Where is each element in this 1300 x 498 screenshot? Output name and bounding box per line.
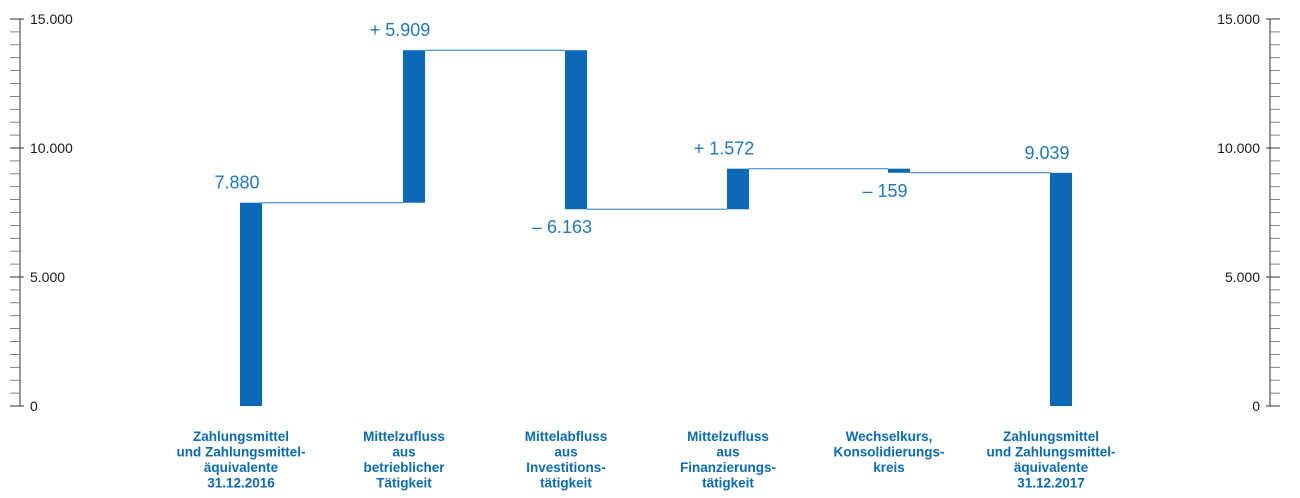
category-label-line: tätigkeit — [702, 476, 754, 491]
bars — [240, 50, 1072, 406]
bar — [403, 50, 425, 203]
left-y-axis: 0 5.000 10.000 15.000 — [10, 11, 73, 414]
category-label-line: Tätigkeit — [376, 476, 432, 491]
category-labels: Zahlungsmittel und Zahlungsmittel-äquival… — [177, 429, 1116, 491]
connector-lines — [262, 49, 1050, 210]
left-tick-label: 15.000 — [30, 11, 73, 27]
left-tick-label: 0 — [30, 398, 38, 414]
category-label: Wechselkurs, Konsolidierungs-kreis — [834, 429, 945, 475]
category-label-line: Konsolidierungs- — [834, 445, 945, 460]
right-y-axis: 0 5.000 10.000 15.000 — [1217, 11, 1280, 414]
category-label: Mittelabfluss aus Investitions-tätigkeit — [525, 429, 608, 491]
bar — [888, 168, 910, 173]
category-label-line: Investitions- — [526, 460, 606, 475]
category-label-line: 31.12.2017 — [1017, 476, 1085, 491]
category-label-line: Finanzierungs- — [680, 460, 776, 475]
value-label: 9.039 — [1024, 143, 1069, 163]
category-label-line: äquivalente — [204, 460, 279, 475]
category-label: Zahlungsmittel und Zahlungsmittel-äquival… — [987, 429, 1116, 491]
category-label-line: Zahlungsmittel — [193, 429, 289, 444]
category-label-line: Mittelabfluss — [525, 429, 608, 444]
category-label-line: und Zahlungsmittel- — [177, 445, 306, 460]
category-label-line: tätigkeit — [540, 476, 592, 491]
category-label-line: betrieblicher — [363, 460, 445, 475]
category-label-line: Mittelzufluss — [687, 429, 769, 444]
category-label-line: kreis — [873, 460, 905, 475]
category-label-line: aus — [392, 445, 415, 460]
category-label-line: Mittelzufluss — [363, 429, 445, 444]
category-label: Mittelzufluss aus Finanzierungs-tätigkeit — [680, 429, 776, 491]
value-label: + 5.909 — [370, 20, 431, 40]
left-tick-label: 5.000 — [30, 269, 65, 285]
category-label: Mittelzufluss aus betrieblicher Tätigkeit — [363, 429, 445, 491]
category-label-line: Wechselkurs, — [846, 429, 933, 444]
category-label: Zahlungsmittel und Zahlungsmittel-äquival… — [177, 429, 306, 491]
right-tick-label: 10.000 — [1217, 140, 1260, 156]
category-label-line: äquivalente — [1014, 460, 1089, 475]
bar — [1050, 172, 1072, 406]
value-label: – 6.163 — [532, 217, 592, 237]
value-label: – 159 — [862, 181, 907, 201]
bar — [565, 50, 587, 210]
bar — [240, 202, 262, 406]
right-tick-label: 0 — [1252, 398, 1260, 414]
category-label-line: aus — [716, 445, 739, 460]
bar — [727, 168, 749, 210]
right-tick-label: 15.000 — [1217, 11, 1260, 27]
category-label-line: 31.12.2016 — [207, 476, 275, 491]
category-label-line: und Zahlungsmittel- — [987, 445, 1116, 460]
value-label: + 1.572 — [694, 139, 755, 159]
category-label-line: Zahlungsmittel — [1003, 429, 1099, 444]
category-label-line: aus — [554, 445, 577, 460]
left-tick-label: 10.000 — [30, 140, 73, 156]
value-labels: 7.880 + 5.909 – 6.163 + 1.572 – 159 9.039 — [214, 20, 1069, 237]
value-label: 7.880 — [214, 173, 259, 193]
right-tick-label: 5.000 — [1225, 269, 1260, 285]
